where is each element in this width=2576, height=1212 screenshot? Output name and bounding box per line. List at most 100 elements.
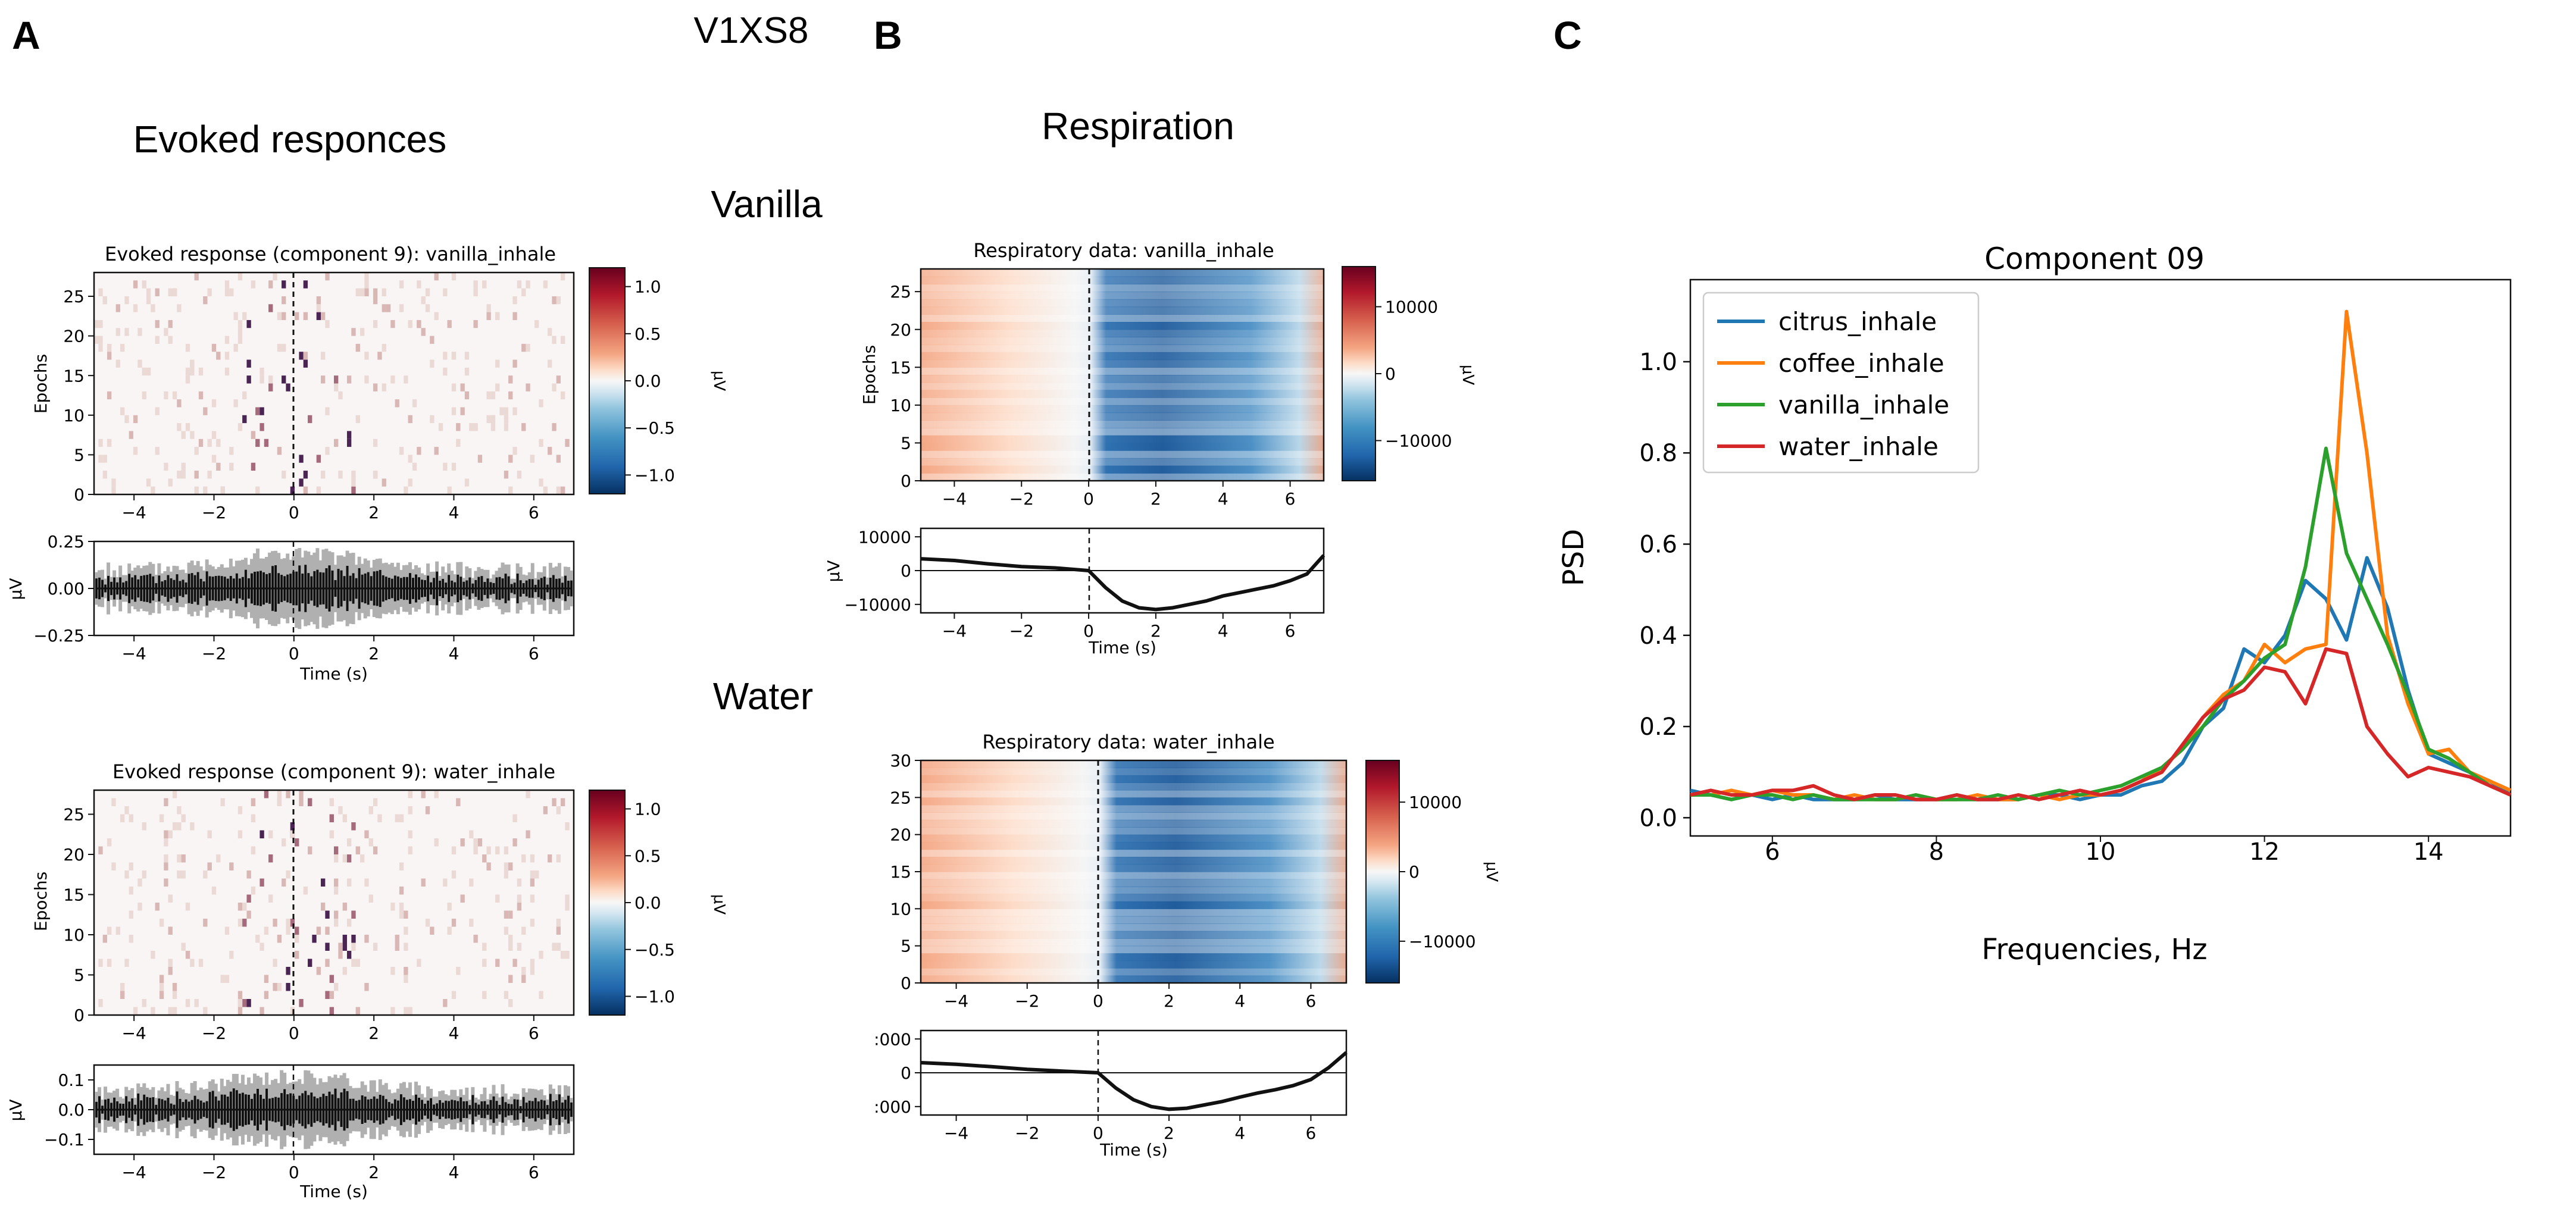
evoked-pixel: [338, 942, 343, 951]
evoked-pixel: [224, 280, 230, 289]
evoked-pixel: [351, 959, 356, 967]
resp-row: [921, 894, 1346, 902]
evoked-pixel: [329, 814, 334, 822]
evoked-pixel: [377, 352, 382, 360]
evoked-water-colorbar-label: μV: [710, 894, 728, 915]
evoked-pixel: [364, 375, 369, 384]
y-tick-label: 0: [901, 973, 911, 993]
evoked-pixel: [290, 486, 295, 494]
evoked-pixel: [351, 471, 356, 479]
resp-water-trace-yticks: :000 0:000: [874, 1029, 921, 1117]
evoked-pixel: [207, 439, 212, 447]
evoked-vanilla-title: Evoked response (component 9): vanilla_i…: [105, 243, 556, 265]
evoked-pixel: [220, 486, 225, 494]
evoked-pixel: [526, 830, 530, 838]
evoked-pixel: [447, 486, 452, 494]
resp-row: [921, 367, 1324, 375]
evoked-pixel: [473, 288, 478, 296]
evoked-pixel: [303, 486, 308, 494]
evoked-pixel: [299, 352, 304, 360]
evoked-pixel: [456, 423, 461, 431]
evoked-pixel: [346, 951, 352, 959]
resp-water-trace-xlabel: Time (s): [1099, 1140, 1168, 1160]
evoked-pixel: [181, 854, 186, 863]
evoked-pixel: [168, 967, 173, 975]
evoked-pixel: [534, 320, 539, 328]
evoked-water-ylabel: Epochs: [31, 872, 51, 931]
resp-row: [921, 450, 1324, 459]
x-tick-label: −2: [1015, 1123, 1039, 1143]
evoked-pixel: [316, 455, 321, 463]
colorbar-tick-label: 10000: [1409, 793, 1462, 812]
evoked-pixel: [548, 328, 552, 336]
resp-row: [921, 901, 1346, 909]
resp-vanilla-ylabel: Epochs: [859, 345, 879, 405]
evoked-pixel: [561, 336, 565, 344]
x-tick-label: −4: [122, 1023, 146, 1043]
evoked-pixel: [399, 814, 404, 822]
evoked-pixel: [351, 486, 356, 494]
evoked-pixel: [504, 870, 509, 879]
resp-row: [921, 359, 1324, 368]
evoked-pixel: [351, 935, 356, 943]
evoked-pixel: [120, 814, 125, 822]
evoked-pixel: [373, 846, 378, 854]
evoked-pixel: [177, 870, 182, 879]
evoked-pixel: [495, 359, 500, 368]
evoked-pixel: [111, 798, 116, 806]
evoked-pixel: [321, 878, 326, 887]
evoked-pixel: [286, 870, 290, 879]
evoked-pixel: [359, 288, 365, 296]
evoked-pixel: [295, 838, 299, 847]
evoked-water-envelope: [95, 1070, 573, 1150]
y-tick-label: 5: [901, 937, 911, 956]
evoked-pixel: [438, 423, 443, 431]
evoked-pixel: [399, 910, 404, 919]
evoked-pixel: [142, 999, 146, 1007]
x-tick-label: 12: [2249, 838, 2280, 866]
evoked-pixel: [124, 870, 129, 879]
evoked-pixel: [246, 320, 251, 328]
resp-water-trace-panel: −4 −2 0 2 4 6 :000 0:000 Time (s): [874, 1029, 1348, 1160]
evoked-pixel: [325, 320, 330, 328]
evoked-pixel: [155, 407, 160, 415]
evoked-pixel: [390, 320, 395, 328]
x-tick-label: −2: [1009, 621, 1034, 641]
evoked-pixel: [137, 328, 142, 336]
evoked-pixel: [277, 312, 282, 320]
x-tick-label: 6: [529, 1023, 539, 1043]
evoked-pixel: [277, 983, 282, 991]
evoked-pixel: [556, 926, 561, 935]
x-tick-label: 8: [1929, 838, 1944, 866]
evoked-pixel: [185, 375, 190, 384]
y-tick-label: 0.6: [1639, 531, 1677, 559]
evoked-pixel: [124, 415, 129, 424]
y-tick-label: 25: [63, 287, 85, 306]
evoked-pixel: [495, 894, 500, 903]
evoked-pixel: [508, 942, 513, 951]
evoked-pixel: [364, 280, 369, 289]
evoked-pixel: [255, 486, 260, 494]
evoked-vanilla-xticks: −4 −2 0 2 4 6: [122, 494, 539, 522]
evoked-pixel: [277, 798, 282, 806]
resp-water-trace-line: [920, 1051, 1348, 1111]
evoked-pixel: [504, 423, 509, 431]
evoked-pixel: [561, 951, 565, 959]
evoked-pixel: [395, 814, 399, 822]
evoked-pixel: [190, 959, 195, 967]
evoked-pixel: [129, 862, 133, 870]
evoked-pixel: [242, 391, 247, 400]
resp-vanilla-trace-xlabel: Time (s): [1088, 638, 1156, 657]
evoked-pixel: [224, 352, 230, 360]
evoked-pixel: [334, 983, 339, 991]
resp-row: [921, 322, 1324, 330]
evoked-pixel: [346, 919, 352, 927]
evoked-pixel: [377, 814, 382, 822]
psd-panel: Component 09 6 8 10 12 14 0.0 0.2 0.4 0.6 0.8 1.0…: [1557, 242, 2512, 966]
evoked-pixel: [211, 431, 217, 439]
evoked-pixel: [359, 854, 365, 863]
evoked-pixel: [321, 375, 326, 384]
evoked-pixel: [133, 304, 138, 312]
evoked-pixel: [412, 399, 417, 408]
evoked-pixel: [526, 280, 530, 289]
